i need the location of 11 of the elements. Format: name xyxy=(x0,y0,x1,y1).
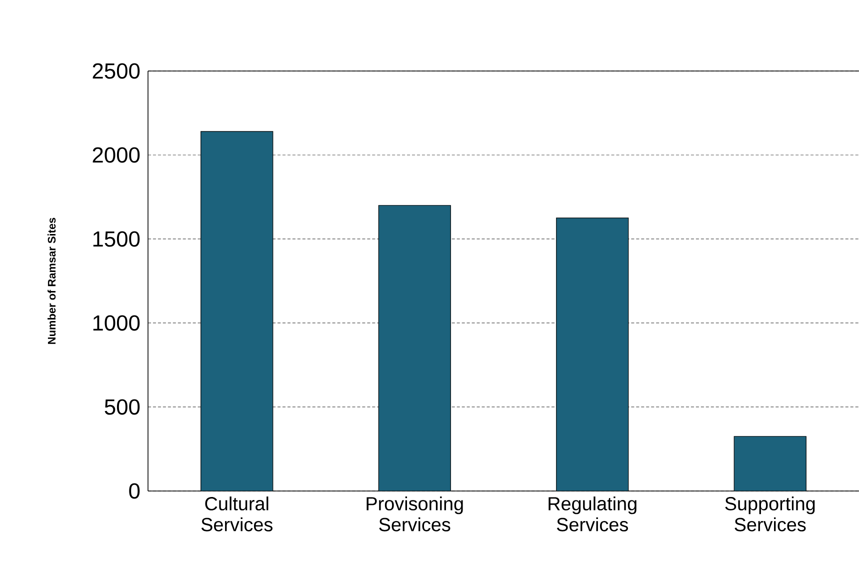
y-tick-label: 2000 xyxy=(92,147,140,163)
y-tick-label: 1500 xyxy=(93,231,140,247)
y-tick-label: 500 xyxy=(104,399,140,415)
x-tick-label: Cultural Services xyxy=(201,496,272,532)
y-tick-label: 1000 xyxy=(93,315,140,331)
x-tick-label: Provisoning Services xyxy=(366,496,463,532)
y-tick-label: 2500 xyxy=(92,63,140,79)
y-axis-title: Number of Ramsar Sites xyxy=(48,218,56,344)
x-tick-label: Supporting Services xyxy=(725,496,815,532)
x-tick-label: Regulating Services xyxy=(548,496,636,532)
y-tick-label: 0 xyxy=(129,483,140,499)
